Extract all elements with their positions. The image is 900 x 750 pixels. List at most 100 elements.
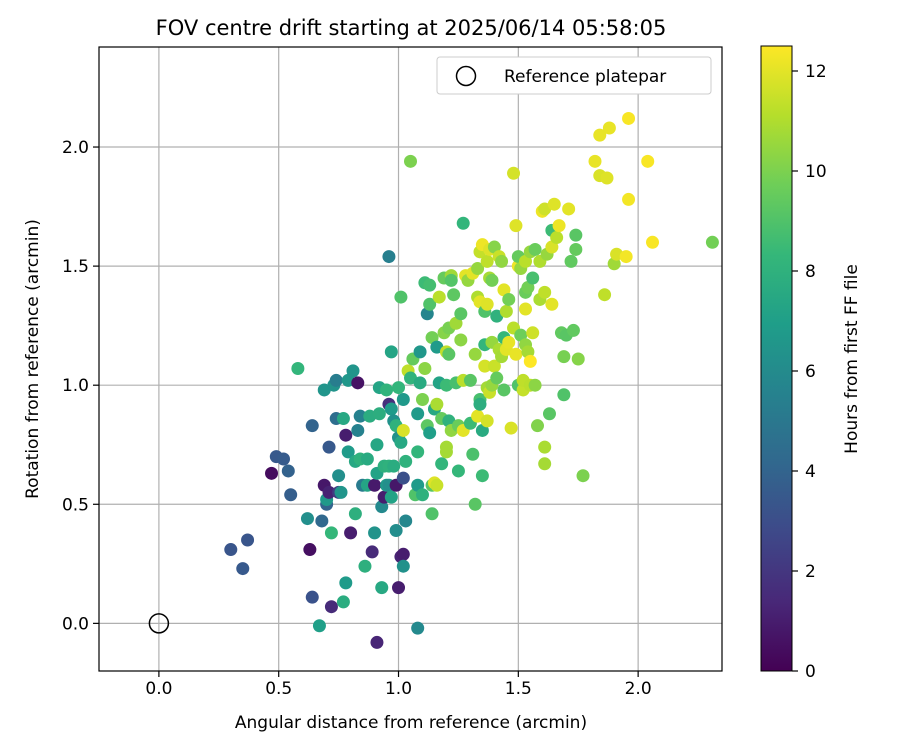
x-axis-label: Angular distance from reference (arcmin) (235, 713, 587, 733)
data-point (509, 219, 523, 233)
data-point (473, 397, 487, 411)
data-point (394, 290, 408, 304)
data-point (622, 192, 636, 206)
data-point (490, 371, 504, 385)
data-point (415, 488, 429, 502)
data-point (324, 600, 338, 614)
data-point (430, 340, 444, 354)
data-point (423, 297, 437, 311)
colorbar-tick-label: 8 (805, 262, 816, 282)
data-point (387, 459, 401, 473)
data-point (315, 514, 329, 528)
data-point (569, 228, 583, 242)
data-point (526, 271, 540, 285)
data-point (538, 440, 552, 454)
data-point (423, 426, 437, 440)
data-point (502, 292, 516, 306)
legend: Reference platepar (436, 56, 712, 95)
data-point (447, 288, 461, 302)
colorbar-tick-label: 6 (805, 362, 816, 382)
data-point (305, 419, 319, 433)
data-point (418, 362, 432, 376)
data-point (348, 507, 362, 521)
data-point (547, 197, 561, 211)
data-point (451, 464, 465, 478)
data-point (413, 345, 427, 359)
data-point (600, 171, 614, 185)
data-point (351, 376, 365, 390)
data-point (497, 383, 511, 397)
data-point (557, 388, 571, 402)
data-point (485, 273, 499, 287)
colorbar-label: Hours from first FF file (842, 264, 862, 454)
data-point (324, 526, 338, 540)
data-point (317, 383, 331, 397)
data-point (471, 261, 485, 275)
y-tick-label: 1.5 (62, 257, 89, 277)
data-point (538, 457, 552, 471)
data-point (598, 288, 612, 302)
y-axis-label: Rotation from reference (arcmin) (23, 219, 43, 499)
x-tick-label: 1.0 (385, 679, 412, 699)
data-point (523, 354, 537, 368)
data-point (475, 469, 489, 483)
data-point (495, 254, 509, 268)
data-point (370, 635, 384, 649)
colorbar-ticks: 0 2 4 6 8 10 12 (792, 62, 827, 682)
data-point (224, 543, 238, 557)
x-axis-ticks: 0.0 0.5 1.0 1.5 2.0 (145, 671, 652, 699)
data-point (411, 621, 425, 635)
data-point (399, 454, 413, 468)
legend-label: Reference platepar (504, 67, 666, 87)
legend-box (436, 56, 712, 95)
legend-marker-icon (455, 65, 477, 87)
data-point (236, 562, 250, 576)
data-point (490, 309, 504, 323)
data-point (389, 523, 403, 537)
data-point (375, 581, 389, 595)
data-point (370, 438, 384, 452)
data-point (528, 378, 542, 392)
colorbar (760, 45, 793, 672)
reference-marker (148, 613, 170, 634)
x-tick-label: 1.5 (505, 679, 532, 699)
data-point (439, 440, 453, 454)
data-point (538, 202, 552, 216)
data-point (454, 333, 468, 347)
data-point (368, 526, 382, 540)
data-point (442, 347, 456, 361)
data-point (384, 402, 398, 416)
y-tick-label: 2.0 (62, 138, 89, 158)
data-point (471, 409, 485, 423)
data-point (463, 373, 477, 387)
data-point (241, 533, 255, 547)
data-point (396, 471, 410, 485)
data-point (380, 383, 394, 397)
data-point (346, 364, 360, 378)
data-point (300, 512, 314, 526)
data-point (526, 326, 540, 340)
data-point (444, 273, 458, 287)
data-point (399, 514, 413, 528)
plot-frame (98, 46, 723, 672)
data-point (396, 423, 410, 437)
data-point (430, 397, 444, 411)
data-point (519, 302, 533, 316)
data-point (480, 414, 494, 428)
y-axis-ticks: 0.0 0.5 1.0 1.5 2.0 (62, 138, 99, 634)
data-point (552, 219, 566, 233)
data-point (456, 216, 470, 230)
data-point (619, 250, 633, 264)
data-point (329, 373, 343, 387)
data-point (411, 407, 425, 421)
data-point (646, 235, 660, 249)
data-point (339, 576, 353, 590)
data-point (404, 371, 417, 385)
data-point (430, 478, 444, 492)
data-point (562, 202, 576, 216)
data-point (509, 347, 523, 361)
data-point (588, 154, 602, 168)
data-point (291, 362, 305, 376)
x-tick-label: 2.0 (625, 679, 652, 699)
